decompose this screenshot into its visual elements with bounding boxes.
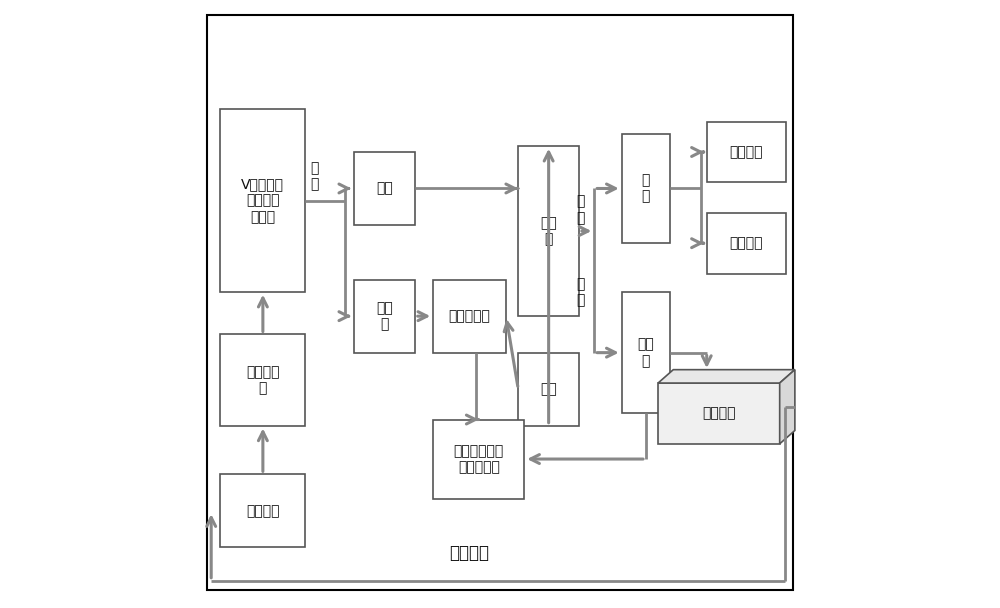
- Text: 沼
气: 沼 气: [642, 173, 650, 204]
- Bar: [518, 146, 579, 316]
- Text: 沼渣: 沼渣: [540, 382, 557, 396]
- Polygon shape: [658, 370, 795, 383]
- Text: 废水回用: 废水回用: [450, 544, 490, 562]
- Bar: [518, 353, 579, 426]
- Polygon shape: [658, 383, 780, 444]
- Text: V型贴板粪
尿分离收
集系统: V型贴板粪 尿分离收 集系统: [241, 178, 284, 224]
- Text: 生产用能: 生产用能: [729, 236, 763, 250]
- Text: 生猪养殖
区: 生猪养殖 区: [246, 365, 280, 395]
- Bar: [220, 474, 305, 547]
- Bar: [433, 420, 524, 499]
- Text: 气
体: 气 体: [577, 195, 585, 225]
- Bar: [433, 280, 506, 353]
- Bar: [622, 134, 670, 243]
- Bar: [354, 152, 415, 225]
- Text: 沉淀消毒: 沉淀消毒: [702, 406, 736, 421]
- Bar: [707, 213, 786, 274]
- Text: 沼液
池: 沼液 池: [638, 337, 654, 368]
- Bar: [354, 280, 415, 353]
- Bar: [622, 292, 670, 413]
- Bar: [220, 334, 305, 426]
- Text: 液
体: 液 体: [577, 277, 585, 307]
- Text: 清洗设备: 清洗设备: [246, 503, 280, 518]
- Text: 尿
液: 尿 液: [310, 161, 319, 192]
- Text: 生活用能: 生活用能: [729, 145, 763, 159]
- Bar: [220, 109, 305, 292]
- Text: 尿液: 尿液: [376, 181, 393, 196]
- Polygon shape: [780, 370, 795, 444]
- Bar: [707, 122, 786, 182]
- Text: 茶园、藕田、
花木、蔬菜: 茶园、藕田、 花木、蔬菜: [454, 444, 504, 474]
- Text: 优质有机肥: 优质有机肥: [449, 309, 491, 323]
- Text: 沼气
池: 沼气 池: [540, 216, 557, 246]
- Text: 猪粪
便: 猪粪 便: [376, 301, 393, 331]
